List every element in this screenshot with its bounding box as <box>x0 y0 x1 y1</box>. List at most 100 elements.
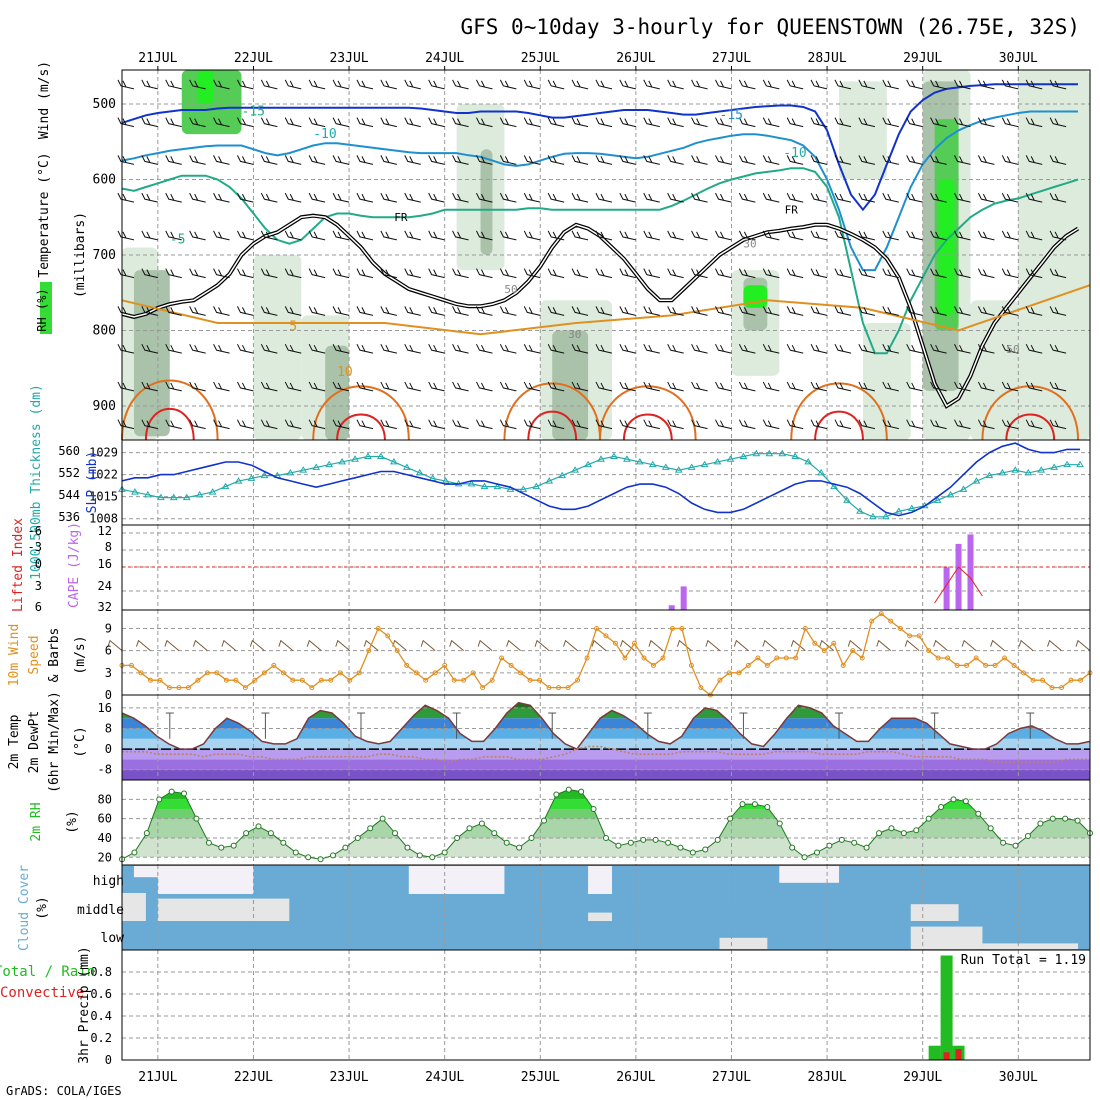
wind-speed-point <box>508 662 514 668</box>
cloud-high-block <box>588 866 612 894</box>
wind-barb <box>691 306 708 316</box>
rh-point <box>404 844 411 851</box>
wind-speed-point <box>195 677 201 683</box>
wind-barb <box>260 230 278 241</box>
wind-barb <box>619 381 636 392</box>
precip-convective-bar <box>955 1049 962 1060</box>
thickness-point <box>182 493 191 501</box>
wind-barb <box>165 230 182 241</box>
rh-point <box>392 830 399 837</box>
wind-barb <box>930 230 947 241</box>
wind-barb-10m <box>904 639 920 652</box>
wind-barb <box>786 230 804 241</box>
wind-barb <box>404 155 421 165</box>
wind-barb <box>404 192 421 203</box>
rh-point <box>863 844 870 851</box>
thickness-point <box>869 512 877 520</box>
wind-barb <box>428 192 445 203</box>
thickness-point <box>959 485 968 492</box>
thickness-point <box>558 471 567 479</box>
wind-barb <box>571 268 589 279</box>
wind-barb <box>523 79 541 90</box>
wind-barb <box>165 117 182 128</box>
wind-barb <box>571 230 589 241</box>
wind-barb <box>906 117 923 128</box>
wind-barb <box>858 419 876 430</box>
wind-barb <box>165 268 182 279</box>
cape-bar <box>967 534 974 610</box>
wind-barb <box>1025 343 1043 354</box>
wind-barb <box>237 268 254 279</box>
precip-total-bar <box>940 955 953 1060</box>
thickness-point <box>972 477 981 484</box>
date-label-top: 23JUL <box>329 51 368 66</box>
thickness-point <box>907 504 916 512</box>
rh-point <box>603 834 609 841</box>
rh-point <box>379 815 386 822</box>
wind-speed-point <box>745 662 751 668</box>
wind-barb <box>1049 192 1067 203</box>
wind-speed-point <box>669 625 675 631</box>
thickness-point <box>415 468 424 476</box>
wind-barb <box>571 117 589 128</box>
wind-barb-10m <box>676 639 692 652</box>
wind-barb <box>117 381 135 392</box>
wind-barb <box>237 192 254 203</box>
thickness-point <box>674 466 683 473</box>
wind-barb <box>930 155 947 165</box>
wind-barb <box>165 343 182 354</box>
thickness-point <box>752 449 761 457</box>
wind-barb <box>284 268 302 279</box>
wind-speed-point <box>793 655 799 661</box>
rh-point <box>801 854 808 861</box>
wind-barb <box>356 230 374 241</box>
wind-tick-label: 0 <box>105 688 112 702</box>
wind-barb <box>810 381 828 392</box>
wind-barb <box>977 268 995 279</box>
wind-barb <box>404 268 421 279</box>
isotherm-minus5 <box>121 167 1079 355</box>
rh-point <box>416 852 423 859</box>
precip-total-bar <box>928 1045 941 1060</box>
upper-air-panel: FR FR -15 -15 -10 -10 -5 5 10 30 30 50 50 500 600 700 80… <box>35 61 1091 441</box>
wind-speed-point <box>157 677 163 683</box>
contour-label: 5 <box>289 320 297 335</box>
wind-barb <box>356 117 374 128</box>
bottom-date-labels: 21JUL 22JUL 23JUL 24JUL 25JUL 26JUL 27JUL 28JUL… <box>138 1070 1038 1085</box>
rh-tick-label: 60 <box>98 812 112 826</box>
wind-barb <box>619 343 636 354</box>
wind-barb-10m <box>1075 639 1091 652</box>
cloud-middle-block <box>588 912 612 921</box>
wind-speed-point <box>603 633 609 639</box>
isotherm-plus15 <box>1005 413 1056 441</box>
rh-point <box>938 804 945 811</box>
wind-speed-point <box>641 655 647 661</box>
wind-barb-10m <box>563 639 578 652</box>
wind-barb <box>619 79 636 90</box>
wind-speed-point <box>679 625 685 631</box>
cape-tick-label: 8 <box>105 540 112 554</box>
wind-speed-point <box>546 685 552 691</box>
wind-barb <box>762 192 780 203</box>
wind-barb <box>977 343 995 354</box>
temp-axis-label-3: (6hr Min/Max) <box>47 691 62 793</box>
wind-barb <box>141 155 158 165</box>
wind-barb <box>404 306 421 316</box>
wind-barb <box>738 419 756 430</box>
wind-barb <box>954 79 971 90</box>
wind-barb <box>356 381 374 392</box>
wind-barb <box>284 155 302 165</box>
rh-point <box>876 830 883 837</box>
wind-barb <box>977 155 995 165</box>
wind-barb <box>476 419 493 430</box>
wind-barb <box>356 79 374 90</box>
wind-speed-point <box>309 685 315 691</box>
thickness-point <box>985 471 994 479</box>
cape-bar <box>680 586 687 610</box>
wind-speed-point <box>869 618 875 624</box>
wind-speed-point <box>802 625 808 631</box>
temp-tick-label: -8 <box>98 763 112 777</box>
slp-tick-label: 1015 <box>89 490 118 504</box>
wind-speed-point <box>935 655 941 661</box>
